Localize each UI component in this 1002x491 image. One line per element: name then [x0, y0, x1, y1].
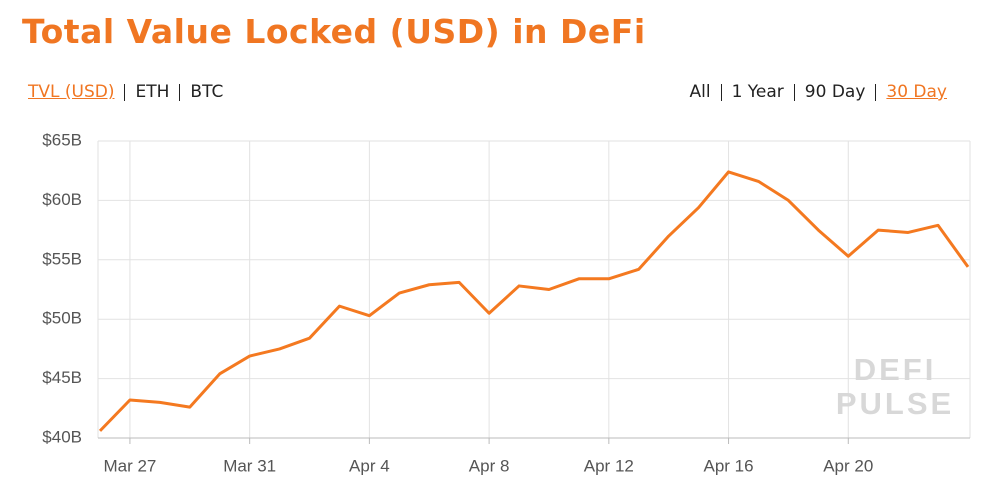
option-link[interactable]: 30 Day [886, 82, 947, 102]
x-tick-label: Apr 20 [823, 456, 873, 475]
y-tick-label: $65B [42, 130, 82, 149]
x-tick-label: Mar 27 [103, 456, 156, 475]
x-tick-label: Apr 12 [584, 456, 634, 475]
chart-title: Total Value Locked (USD) in DeFi [22, 12, 646, 51]
watermark: DEFI [854, 352, 937, 387]
option-link[interactable]: 90 Day [804, 82, 866, 102]
option-link[interactable]: All [689, 82, 711, 102]
y-tick-label: $55B [42, 249, 82, 268]
x-tick-label: Apr 4 [349, 456, 390, 475]
separator [720, 83, 722, 101]
separator [124, 83, 126, 101]
option-link[interactable]: ETH [135, 82, 170, 102]
range-options: All 1 Year 90 Day 30 Day [689, 82, 947, 102]
x-tick-label: Apr 8 [469, 456, 510, 475]
y-tick-label: $45B [42, 368, 82, 387]
option-link[interactable]: BTC [190, 82, 224, 102]
option-link[interactable]: 1 Year [731, 82, 784, 102]
y-tick-label: $50B [42, 309, 82, 328]
y-tick-label: $60B [42, 190, 82, 209]
x-tick-label: Mar 31 [223, 456, 276, 475]
x-tick-label: Apr 16 [704, 456, 754, 475]
unit-options: TVL (USD) ETH BTC [28, 82, 223, 102]
data-line [98, 170, 970, 432]
separator [179, 83, 181, 101]
option-link[interactable]: TVL (USD) [28, 82, 115, 102]
y-tick-label: $40B [42, 427, 82, 446]
watermark: PULSE [836, 386, 954, 421]
separator [875, 83, 877, 101]
separator [793, 83, 795, 101]
